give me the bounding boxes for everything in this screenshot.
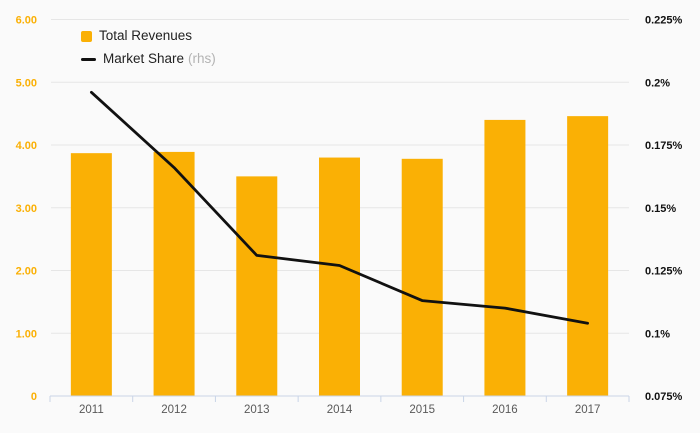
- bar-2011[interactable]: [70, 153, 112, 396]
- legend-label-total-revenues: Total Revenues: [99, 28, 193, 43]
- right-axis-tick-label: 0.125%: [645, 266, 683, 278]
- bar-2014[interactable]: [319, 157, 360, 396]
- bar-2015[interactable]: [401, 158, 443, 396]
- right-axis-tick-label: 0.225%: [645, 15, 683, 27]
- legend-label-market-share: Market Share: [103, 51, 185, 66]
- right-axis-tick-label: 0.2%: [645, 77, 670, 89]
- right-axis-tick-label: 0.175%: [645, 140, 683, 152]
- bar-2016[interactable]: [484, 119, 526, 397]
- right-axis-tick-label: 0.15%: [645, 203, 676, 215]
- x-axis-label-2013: 2013: [244, 404, 270, 416]
- legend-label-rhs-suffix: (rhs): [188, 51, 216, 66]
- left-axis-tick-label: 6.00: [16, 15, 37, 27]
- x-axis-label-2014: 2014: [327, 404, 353, 416]
- legend-item-market-share[interactable]: Market Share (rhs): [81, 50, 216, 68]
- left-axis-tick-label: 1.00: [16, 328, 37, 340]
- x-axis-label-2016: 2016: [492, 404, 518, 416]
- left-axis-tick-label: 4.00: [16, 140, 37, 152]
- legend-square-marker-icon: [81, 30, 92, 42]
- x-axis-label-2015: 2015: [409, 404, 435, 416]
- right-axis-tick-label: 0.075%: [645, 391, 683, 403]
- x-axis-label-2012: 2012: [161, 404, 187, 416]
- x-axis-label-2017: 2017: [575, 404, 601, 416]
- bar-2017[interactable]: [567, 116, 609, 396]
- right-axis-tick-label: 0.1%: [645, 328, 670, 340]
- market-share-line[interactable]: [90, 90, 589, 325]
- left-axis-tick-label: 3.00: [16, 203, 37, 215]
- legend: Total Revenues Market Share (rhs): [81, 28, 216, 68]
- left-axis-tick-label: 2.00: [16, 266, 37, 278]
- x-axis-label-2011: 2011: [79, 404, 104, 416]
- bar-2013[interactable]: [236, 176, 278, 396]
- legend-line-marker-icon: [81, 57, 96, 61]
- left-axis-tick-label: 5.00: [16, 77, 37, 89]
- bar-2012[interactable]: [153, 151, 195, 396]
- legend-item-total-revenues[interactable]: Total Revenues: [81, 28, 216, 44]
- left-axis-tick-label: 0: [31, 391, 37, 403]
